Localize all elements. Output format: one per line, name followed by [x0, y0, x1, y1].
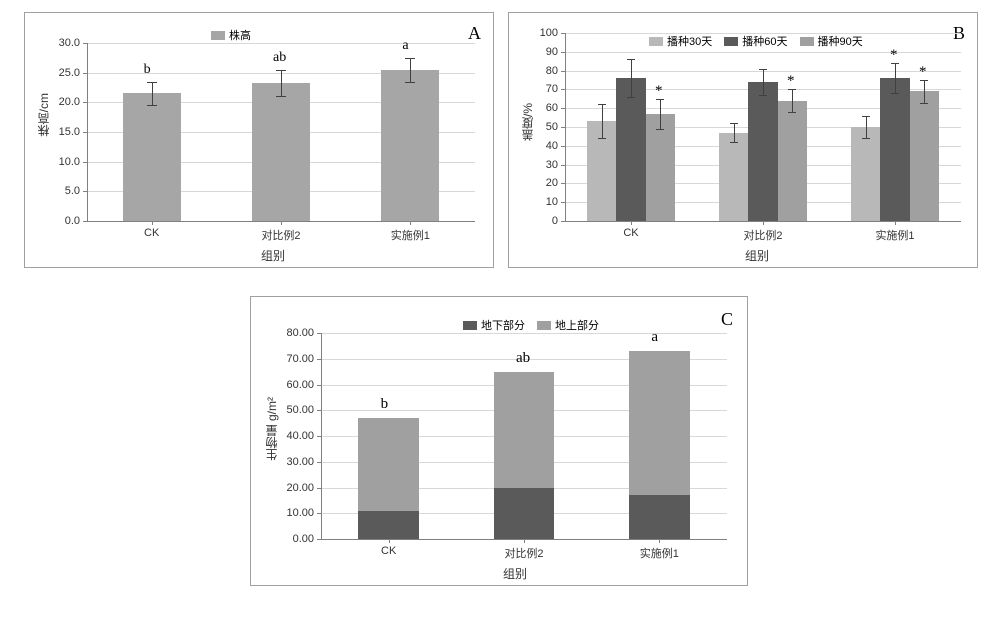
legend-item: 地上部分 — [537, 317, 599, 333]
category-label: 实施例1 — [380, 227, 440, 243]
legend-swatch — [463, 321, 477, 330]
panel-b: B 播种30天 播种60天 播种90天 盖度/% 010203040506070… — [508, 12, 978, 268]
category-label: 实施例1 — [624, 545, 694, 561]
bar-segment — [358, 418, 419, 511]
legend-item: 株高 — [211, 27, 251, 43]
bar-segment — [629, 495, 690, 539]
significance-label: b — [144, 62, 151, 78]
bar — [880, 78, 909, 221]
bar-segment — [358, 511, 419, 539]
category-label: 实施例1 — [860, 227, 930, 243]
bar — [646, 114, 675, 221]
significance-mark: * — [655, 83, 663, 100]
panel-a-legend: 株高 — [211, 27, 251, 43]
chart-area-b: 0102030405060708090100CK对比例2实施例1**** — [565, 33, 961, 221]
significance-mark: * — [890, 47, 898, 64]
bar-segment — [629, 351, 690, 495]
significance-label: ab — [273, 50, 286, 66]
category-label: 对比例2 — [251, 227, 311, 243]
bar — [381, 70, 439, 221]
significance-label: b — [381, 396, 389, 413]
bar — [123, 93, 181, 221]
panel-c-label: C — [721, 309, 733, 330]
bar — [616, 78, 645, 221]
x-axis-title: 组别 — [745, 247, 769, 264]
legend-label: 地下部分 — [481, 317, 525, 333]
x-axis-title: 组别 — [261, 247, 285, 264]
panel-a-label: A — [468, 23, 481, 44]
bar — [778, 101, 807, 221]
legend-item: 地下部分 — [463, 317, 525, 333]
category-label: 对比例2 — [489, 545, 559, 561]
x-axis-title: 组别 — [503, 565, 527, 582]
category-label: 对比例2 — [728, 227, 798, 243]
panel-c-legend: 地下部分 地上部分 — [463, 317, 599, 333]
legend-swatch — [211, 31, 225, 40]
legend-label: 株高 — [229, 27, 251, 43]
significance-label: a — [651, 329, 658, 346]
bar — [252, 83, 310, 221]
category-label: CK — [354, 545, 424, 557]
legend-label: 地上部分 — [555, 317, 599, 333]
bar-segment — [494, 488, 555, 540]
bar — [748, 82, 777, 221]
significance-label: ab — [516, 350, 530, 367]
category-label: CK — [122, 227, 182, 239]
bar — [719, 133, 748, 221]
bar — [910, 91, 939, 221]
bar-segment — [494, 372, 555, 488]
chart-area-c: 0.0010.0020.0030.0040.0050.0060.0070.008… — [321, 333, 727, 539]
category-label: CK — [596, 227, 666, 239]
legend-swatch — [537, 321, 551, 330]
significance-mark: * — [787, 73, 795, 90]
panel-a: A 株高 株高/cm 0.05.010.015.020.025.030.0bCK… — [24, 12, 494, 268]
significance-label: a — [402, 38, 408, 54]
significance-mark: * — [919, 64, 927, 81]
chart-area-a: 0.05.010.015.020.025.030.0bCKab对比例2a实施例1 — [87, 43, 475, 221]
bar — [851, 127, 880, 221]
panel-c: C 地下部分 地上部分 生物量 g/m² 0.0010.0020.0030.00… — [250, 296, 748, 586]
